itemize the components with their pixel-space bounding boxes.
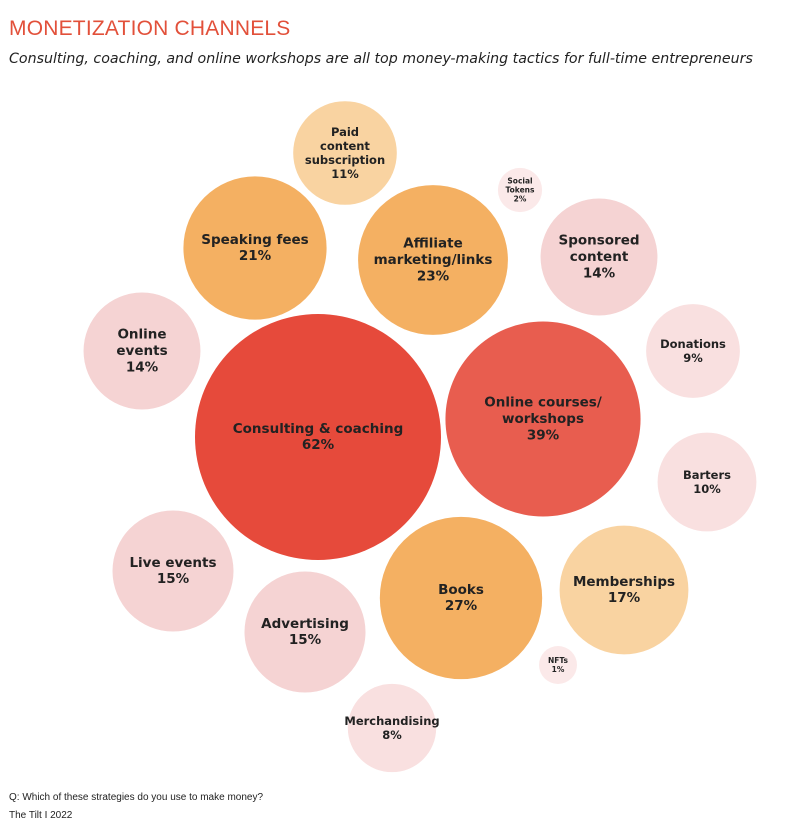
bubble-label-consulting-coaching: Consulting & coaching bbox=[233, 421, 404, 437]
bubble-value-memberships: 17% bbox=[608, 590, 641, 606]
bubble-value-advertising: 15% bbox=[289, 632, 322, 648]
bubble-label-advertising: Advertising bbox=[261, 616, 349, 632]
bubble-donations bbox=[646, 304, 740, 398]
bubble-label-memberships: Memberships bbox=[573, 574, 675, 590]
bubble-label-online-events: Online bbox=[117, 327, 166, 343]
bubble-value-books: 27% bbox=[445, 598, 478, 614]
bubble-value-speaking-fees: 21% bbox=[239, 248, 272, 264]
bubble-value-online-courses-workshops: 39% bbox=[527, 427, 560, 443]
bubble-label-paid-content-subscription: subscription bbox=[305, 153, 385, 167]
bubble-value-social-tokens: 2% bbox=[514, 195, 527, 204]
bubble-social-tokens bbox=[497, 167, 543, 213]
bubble-books bbox=[379, 516, 543, 680]
bubble-online-courses-workshops bbox=[445, 321, 641, 517]
bubble-online-events bbox=[83, 292, 201, 410]
bubble-label-live-events: Live events bbox=[129, 555, 216, 571]
bubble-speaking-fees bbox=[183, 176, 327, 320]
bubble-label-donations: Donations bbox=[660, 337, 726, 351]
bubble-memberships bbox=[559, 525, 689, 655]
bubble-label-sponsored-content: content bbox=[570, 249, 629, 265]
bubble-label-merchandising: Merchandising bbox=[344, 714, 439, 728]
bubble-label-social-tokens: Social bbox=[507, 176, 532, 185]
bubble-value-nfts: 1% bbox=[552, 665, 565, 674]
bubble-label-sponsored-content: Sponsored bbox=[558, 233, 639, 249]
bubble-label-barters: Barters bbox=[683, 468, 731, 482]
source-credit: The Tilt I 2022 bbox=[9, 810, 73, 821]
chart-title: MONETIZATION CHANNELS bbox=[9, 17, 291, 40]
bubble-sponsored-content bbox=[540, 198, 658, 316]
bubble-consulting-coaching bbox=[195, 314, 441, 560]
bubble-label-nfts: NFTs bbox=[548, 656, 569, 665]
bubble-value-sponsored-content: 14% bbox=[583, 265, 616, 281]
bubble-label-online-events: events bbox=[116, 343, 167, 359]
bubble-value-paid-content-subscription: 11% bbox=[331, 167, 359, 181]
bubble-label-affiliate-marketing-links: marketing/links bbox=[374, 252, 493, 268]
bubble-value-affiliate-marketing-links: 23% bbox=[417, 268, 450, 284]
bubble-label-online-courses-workshops: Online courses/ bbox=[484, 395, 602, 411]
bubble-live-events bbox=[112, 510, 234, 632]
bubble-label-social-tokens: Tokens bbox=[506, 186, 535, 195]
bubble-nfts bbox=[539, 646, 577, 684]
bubble-value-consulting-coaching: 62% bbox=[302, 437, 335, 453]
bubble-advertising bbox=[244, 571, 366, 693]
bubble-barters bbox=[657, 432, 757, 532]
chart-subtitle: Consulting, coaching, and online worksho… bbox=[9, 51, 753, 67]
survey-question-footnote: Q: Which of these strategies do you use … bbox=[9, 792, 264, 803]
bubble-label-paid-content-subscription: content bbox=[320, 139, 370, 153]
bubble-affiliate-marketing-links bbox=[358, 185, 508, 335]
bubble-label-paid-content-subscription: Paid bbox=[331, 125, 359, 139]
bubble-value-barters: 10% bbox=[693, 482, 721, 496]
bubble-paid-content-subscription bbox=[293, 101, 397, 205]
bubble-merchandising bbox=[347, 683, 437, 773]
bubble-label-affiliate-marketing-links: Affiliate bbox=[403, 236, 462, 252]
bubble-value-donations: 9% bbox=[683, 351, 703, 365]
bubble-label-speaking-fees: Speaking fees bbox=[201, 232, 308, 248]
bubble-label-online-courses-workshops: workshops bbox=[502, 411, 584, 427]
bubble-label-books: Books bbox=[438, 582, 484, 598]
bubble-value-live-events: 15% bbox=[157, 571, 190, 587]
bubble-value-online-events: 14% bbox=[126, 359, 159, 375]
bubble-value-merchandising: 8% bbox=[382, 728, 402, 742]
